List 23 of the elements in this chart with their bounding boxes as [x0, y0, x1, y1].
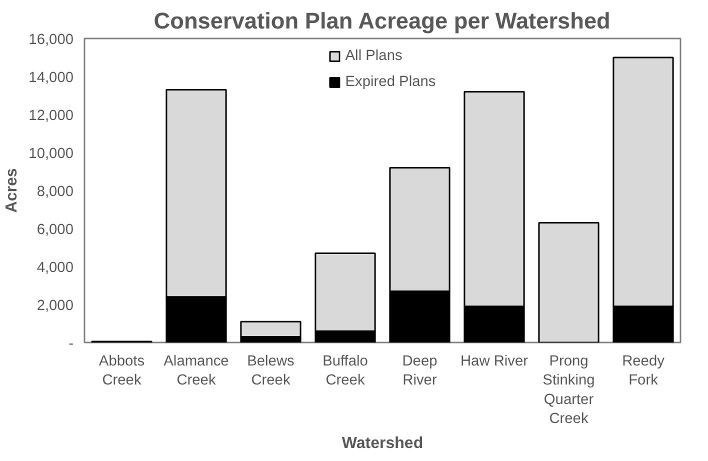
x-tick-label: Haw River: [460, 354, 528, 370]
x-tick-label: Buffalo Creek: [322, 354, 368, 389]
legend-label: All Plans: [345, 48, 402, 64]
y-tick-label: 4,000: [36, 260, 74, 276]
y-axis-title: Acres: [4, 168, 21, 213]
x-tick-label: Reedy Fork: [622, 354, 666, 389]
x-tick-label: Belews Creek: [247, 354, 294, 389]
x-tick-label: Abbots Creek: [98, 354, 145, 389]
x-tick-label: Alamance Creek: [164, 354, 229, 389]
x-axis-title: Watershed: [342, 435, 424, 452]
y-tick-label: 10,000: [28, 146, 74, 162]
chart-title: Conservation Plan Acreage per Watershed: [154, 8, 610, 34]
x-tick-label: Prong Stinking Quarter Creek: [542, 354, 595, 428]
y-tick-label: -: [68, 336, 74, 352]
y-tick-label: 6,000: [36, 222, 74, 238]
y-tick-label: 8,000: [36, 184, 74, 200]
x-tick-label: Deep River: [402, 354, 438, 389]
legend-label: Expired Plans: [345, 74, 436, 90]
y-tick-label: 16,000: [28, 32, 74, 48]
y-tick-label: 14,000: [28, 70, 74, 86]
y-tick-label: 2,000: [36, 298, 74, 314]
y-tick-label: 12,000: [28, 108, 74, 124]
bar: [538, 222, 600, 342]
